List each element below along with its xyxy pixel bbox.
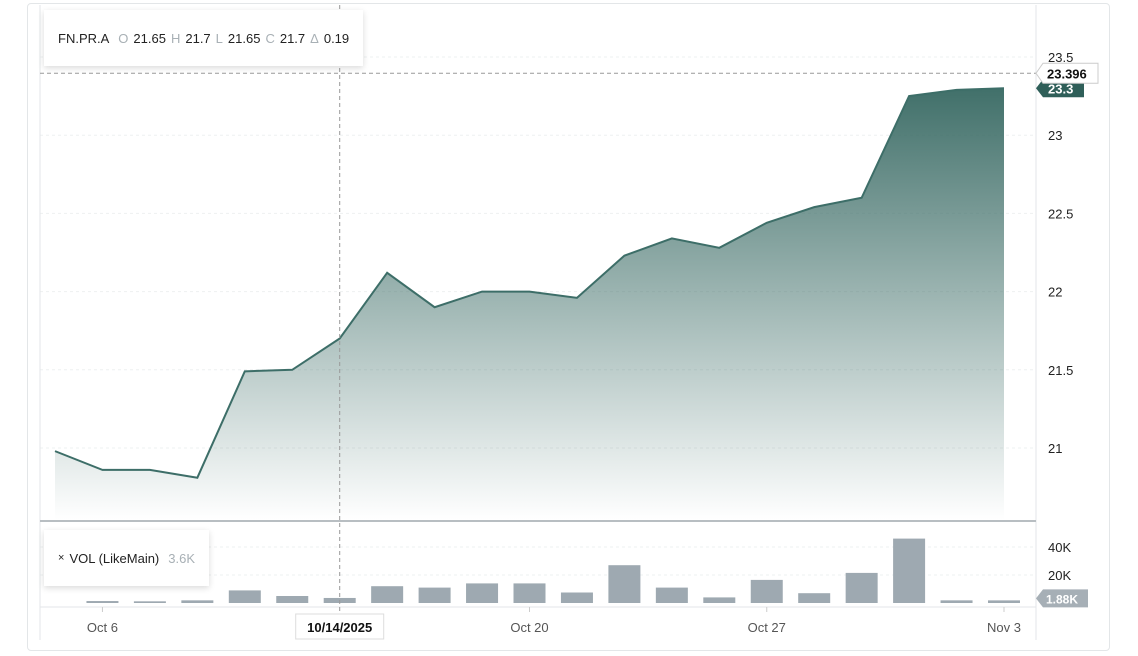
price-legend: FN.PR.A O 21.65 H 21.7 L 21.65 C 21.7 Δ … — [44, 10, 364, 66]
volume-tick-label: 40K — [1048, 540, 1071, 555]
delta-value: 0.19 — [323, 30, 350, 46]
delta-label: Δ — [310, 30, 319, 46]
volume-bar — [228, 590, 261, 603]
volume-bar — [276, 596, 309, 603]
volume-bar — [703, 597, 736, 603]
last-volume-badge — [1036, 589, 1088, 608]
volume-bar — [466, 583, 499, 603]
y-tick-label: 23 — [1048, 128, 1062, 143]
volume-value: 3.6K — [168, 550, 196, 566]
y-tick-label: 23.5 — [1048, 50, 1073, 65]
volume-bar — [560, 592, 593, 603]
chart-card — [27, 3, 1110, 651]
open-value: 21.65 — [133, 30, 166, 46]
volume-bar — [655, 587, 688, 603]
volume-bar — [371, 586, 404, 603]
volume-bar — [750, 579, 783, 603]
high-value: 21.7 — [185, 30, 211, 46]
volume-bar — [418, 587, 451, 603]
x-tick-label: Nov 3 — [987, 620, 1021, 635]
y-tick-label: 21.5 — [1048, 363, 1073, 378]
price-line — [54, 87, 1005, 479]
volume-bar — [133, 601, 166, 603]
x-tick-label: Oct 6 — [87, 620, 118, 635]
volume-bar — [513, 583, 546, 603]
last-volume-label: 1.88K — [1046, 592, 1078, 606]
volume-bar — [798, 593, 831, 603]
close-icon[interactable]: × — [58, 552, 65, 564]
x-tick-label: Oct 27 — [748, 620, 786, 635]
y-tick-label: 22 — [1048, 285, 1062, 300]
volume-bar — [893, 538, 926, 603]
open-label: O — [118, 30, 129, 46]
last-price-badge — [1036, 79, 1084, 98]
crosshair-price-label: 23.396 — [1047, 66, 1087, 81]
close-value: 21.7 — [279, 30, 306, 46]
volume-bar — [86, 601, 119, 603]
x-tick-label: Oct 20 — [510, 620, 548, 635]
volume-bar — [608, 565, 641, 603]
price-area — [55, 88, 1004, 520]
low-value: 21.65 — [227, 30, 261, 46]
high-label: H — [170, 30, 181, 46]
volume-bar — [181, 600, 214, 603]
last-price-label: 23.3 — [1048, 81, 1073, 96]
volume-bar — [940, 600, 973, 603]
volume-tick-label: 20K — [1048, 568, 1071, 583]
crosshair-price-badge — [1035, 62, 1099, 84]
close-label: C — [265, 30, 275, 46]
volume-legend: × VOL (LikeMain) 3.6K — [44, 530, 210, 586]
crosshair-date-badge — [295, 613, 385, 640]
symbol: FN.PR.A — [58, 30, 110, 46]
crosshair-date-label: 10/14/2025 — [307, 620, 372, 635]
volume-bar — [845, 572, 878, 603]
volume-label: VOL (LikeMain) — [69, 550, 160, 566]
y-tick-label: 21 — [1048, 441, 1062, 456]
low-label: L — [215, 30, 223, 46]
y-tick-label: 22.5 — [1048, 206, 1073, 221]
volume-bar — [988, 600, 1020, 603]
